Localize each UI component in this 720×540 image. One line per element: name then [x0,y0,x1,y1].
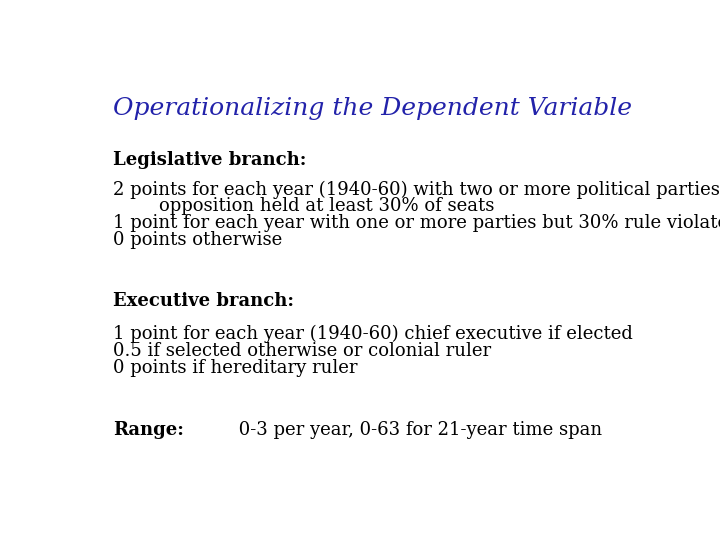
Text: Legislative branch:: Legislative branch: [113,151,307,169]
Text: 0 points otherwise: 0 points otherwise [113,231,282,249]
Text: 0.5 if selected otherwise or colonial ruler: 0.5 if selected otherwise or colonial ru… [113,342,491,360]
Text: Range:: Range: [113,421,184,438]
Text: 2 points for each year (1940-60) with two or more political parties and: 2 points for each year (1940-60) with tw… [113,180,720,199]
Text: opposition held at least 30% of seats: opposition held at least 30% of seats [113,197,495,215]
Text: 1 point for each year (1940-60) chief executive if elected: 1 point for each year (1940-60) chief ex… [113,325,633,343]
Text: Operationalizing the Dependent Variable: Operationalizing the Dependent Variable [113,97,632,120]
Text: 0 points if hereditary ruler: 0 points if hereditary ruler [113,359,358,377]
Text: 0-3 per year, 0-63 for 21-year time span: 0-3 per year, 0-63 for 21-year time span [233,421,602,438]
Text: 1 point for each year with one or more parties but 30% rule violated: 1 point for each year with one or more p… [113,214,720,232]
Text: Executive branch:: Executive branch: [113,292,294,310]
